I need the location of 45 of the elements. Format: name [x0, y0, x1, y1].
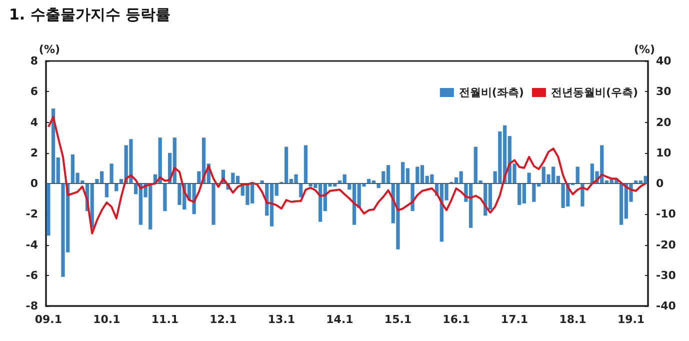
y-tick-label: 4	[30, 116, 38, 129]
y2-tick-label: -30	[656, 268, 676, 282]
bar	[527, 172, 531, 184]
y-tick-label: 8	[30, 54, 38, 68]
x-tick-label: 12.1	[210, 313, 237, 326]
bar	[110, 164, 114, 184]
bar	[299, 184, 303, 198]
y2-tick-label: 20	[656, 116, 672, 129]
x-tick-label: 09.1	[34, 313, 62, 326]
x-tick-label: 13.1	[268, 313, 296, 326]
x-tick-label: 16.1	[442, 313, 470, 326]
chart-title: 1. 수출물가지수 등락률	[9, 6, 171, 24]
y-tick-label: 2	[30, 146, 38, 160]
legend-label: 전월비(좌측)	[458, 86, 524, 99]
y-tick-label: 6	[30, 85, 38, 98]
x-tick-label: 19.1	[617, 313, 645, 326]
x-tick-label: 11.1	[151, 313, 179, 326]
bar	[46, 184, 50, 236]
y-tick-label: -2	[26, 208, 38, 221]
x-tick-label: 17.1	[500, 313, 528, 326]
x-tick-label: 10.1	[93, 313, 120, 326]
bar	[376, 184, 380, 188]
y2-tick-label: -40	[656, 300, 676, 312]
bar	[163, 184, 167, 212]
y-tick-label: -6	[26, 268, 38, 282]
bar	[212, 184, 216, 225]
line-series	[47, 116, 647, 234]
bar	[104, 184, 109, 198]
x-tick-label: 14.1	[326, 313, 354, 326]
x-tick-label: 15.1	[384, 313, 412, 326]
y2-tick-label: -10	[656, 208, 676, 221]
bar	[576, 166, 580, 184]
y2-tick-label: -20	[656, 238, 676, 252]
y2-axis-title: (%)	[634, 43, 656, 56]
y-tick-label: 0	[30, 177, 38, 190]
y2-tick-label: 40	[656, 54, 672, 68]
y-tick-label: -8	[26, 300, 38, 312]
y2-tick-label: 30	[656, 85, 672, 98]
y2-tick-label: 10	[656, 146, 672, 160]
y2-tick-label: 0	[656, 177, 664, 190]
y-tick-label: -4	[26, 238, 38, 252]
legend-label: 전년동월비(우측)	[550, 86, 638, 99]
bar	[304, 145, 308, 184]
x-tick-label: 18.1	[559, 313, 586, 326]
y-axis-title: (%)	[38, 43, 60, 56]
